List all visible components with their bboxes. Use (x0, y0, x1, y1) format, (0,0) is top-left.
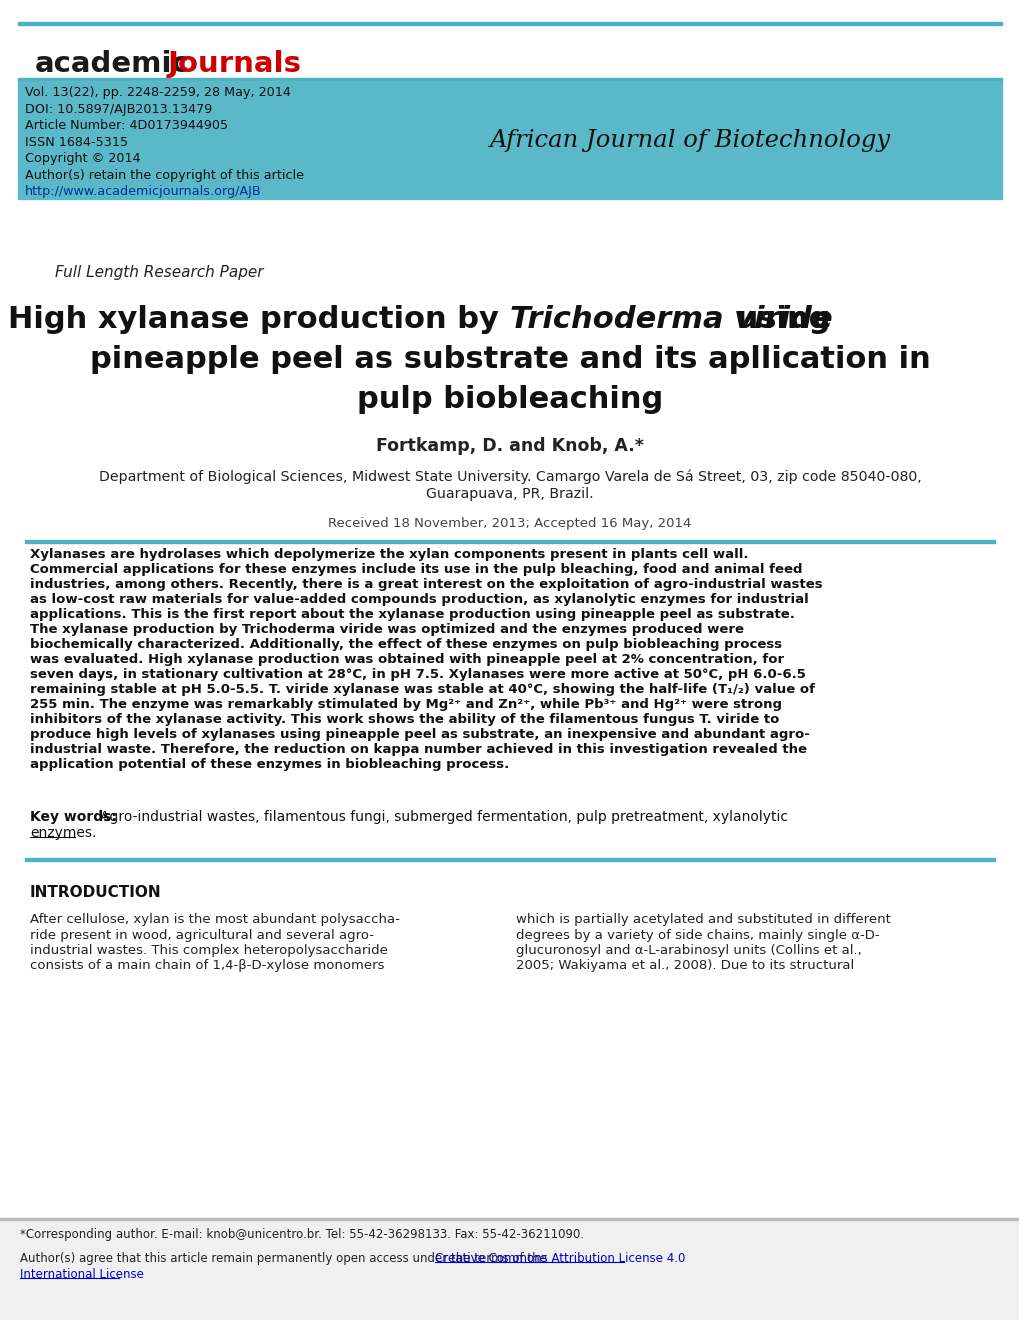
Text: glucuronosyl and α-L-arabinosyl units (Collins et al.,: glucuronosyl and α-L-arabinosyl units (C… (516, 944, 861, 957)
Text: Full Length Research Paper: Full Length Research Paper (55, 265, 263, 280)
Text: as low-cost raw materials for value-added compounds production, as xylanolytic e: as low-cost raw materials for value-adde… (30, 593, 808, 606)
Text: INTRODUCTION: INTRODUCTION (30, 884, 161, 900)
Text: which is partially acetylated and substituted in different: which is partially acetylated and substi… (516, 913, 890, 927)
Text: *Corresponding author. E-mail: knob@unicentro.br. Tel: 55-42-36298133. Fax: 55-4: *Corresponding author. E-mail: knob@unic… (20, 1228, 584, 1241)
Text: Xylanases are hydrolases which depolymerize the xylan components present in plan: Xylanases are hydrolases which depolymer… (30, 548, 748, 561)
Text: was evaluated. High xylanase production was obtained with pineapple peel at 2% c: was evaluated. High xylanase production … (30, 653, 784, 667)
Text: industries, among others. Recently, there is a great interest on the exploitatio: industries, among others. Recently, ther… (30, 578, 821, 591)
Text: enzymes.: enzymes. (30, 826, 96, 840)
Text: remaining stable at pH 5.0-5.5. T. viride xylanase was stable at 40°C, showing t: remaining stable at pH 5.0-5.5. T. virid… (30, 682, 814, 696)
Text: http://www.academicjournals.org/AJB: http://www.academicjournals.org/AJB (25, 185, 261, 198)
Text: Agro-industrial wastes, filamentous fungi, submerged fermentation, pulp pretreat: Agro-industrial wastes, filamentous fung… (100, 810, 788, 824)
Text: Vol. 13(22), pp. 2248-2259, 28 May, 2014: Vol. 13(22), pp. 2248-2259, 28 May, 2014 (25, 86, 290, 99)
Bar (18, 22, 1001, 25)
Text: Creative Commons Attribution License 4.0: Creative Commons Attribution License 4.0 (435, 1251, 685, 1265)
Text: After cellulose, xylan is the most abundant polysaccha-: After cellulose, xylan is the most abund… (30, 913, 399, 927)
Text: inhibitors of the xylanase activity. This work shows the ability of the filament: inhibitors of the xylanase activity. Thi… (30, 713, 779, 726)
Text: The xylanase production by Trichoderma viride was optimized and the enzymes prod: The xylanase production by Trichoderma v… (30, 623, 743, 636)
Bar (25, 858, 994, 861)
Text: Commercial applications for these enzymes include its use in the pulp bleaching,: Commercial applications for these enzyme… (30, 564, 802, 576)
Text: pulp biobleaching: pulp biobleaching (357, 385, 662, 414)
Text: produce high levels of xylanases using pineapple peel as substrate, an inexpensi: produce high levels of xylanases using p… (30, 729, 809, 741)
Text: 255 min. The enzyme was remarkably stimulated by Mg²⁺ and Zn²⁺, while Pb³⁺ and H: 255 min. The enzyme was remarkably stimu… (30, 698, 782, 711)
Text: degrees by a variety of side chains, mainly single α-D-: degrees by a variety of side chains, mai… (516, 928, 878, 941)
Text: application potential of these enzymes in biobleaching process.: application potential of these enzymes i… (30, 758, 508, 771)
Text: using: using (726, 305, 829, 334)
Bar (0, 1218, 1019, 1220)
Text: International License: International License (20, 1269, 144, 1280)
Bar (18, 81, 1001, 199)
Text: seven days, in stationary cultivation at 28°C, in pH 7.5. Xylanases were more ac: seven days, in stationary cultivation at… (30, 668, 805, 681)
Bar (25, 540, 994, 543)
Text: Author(s) retain the copyright of this article: Author(s) retain the copyright of this a… (25, 169, 304, 181)
Text: Fortkamp, D. and Knob, A.*: Fortkamp, D. and Knob, A.* (376, 437, 643, 455)
Text: 2005; Wakiyama et al., 2008). Due to its structural: 2005; Wakiyama et al., 2008). Due to its… (516, 960, 854, 973)
Text: Department of Biological Sciences, Midwest State University. Camargo Varela de S: Department of Biological Sciences, Midwe… (99, 470, 920, 484)
Text: High xylanase production by: High xylanase production by (8, 305, 510, 334)
Text: ISSN 1684-5315: ISSN 1684-5315 (25, 136, 128, 149)
Bar (18, 78, 1001, 81)
Text: Trichoderma viride: Trichoderma viride (510, 305, 832, 334)
Text: African Journal of Biotechnology: African Journal of Biotechnology (489, 128, 890, 152)
Text: applications. This is the first report about the xylanase production using pinea: applications. This is the first report a… (30, 609, 794, 620)
Bar (0, 1218, 1019, 1320)
Text: pineapple peel as substrate and its apllication in: pineapple peel as substrate and its apll… (90, 345, 929, 374)
Text: Guarapuava, PR, Brazil.: Guarapuava, PR, Brazil. (426, 487, 593, 502)
Text: academic: academic (35, 50, 190, 78)
Text: Key words:: Key words: (30, 810, 117, 824)
Text: consists of a main chain of 1,4-β-D-xylose monomers: consists of a main chain of 1,4-β-D-xylo… (30, 960, 384, 973)
Text: Received 18 November, 2013; Accepted 16 May, 2014: Received 18 November, 2013; Accepted 16 … (328, 517, 691, 531)
Text: industrial wastes. This complex heteropolysaccharide: industrial wastes. This complex heteropo… (30, 944, 387, 957)
Text: Copyright © 2014: Copyright © 2014 (25, 152, 141, 165)
Text: biochemically characterized. Additionally, the effect of these enzymes on pulp b: biochemically characterized. Additionall… (30, 638, 782, 651)
Text: Journals: Journals (168, 50, 302, 78)
Text: ride present in wood, agricultural and several agro-: ride present in wood, agricultural and s… (30, 928, 374, 941)
Text: industrial waste. Therefore, the reduction on kappa number achieved in this inve: industrial waste. Therefore, the reducti… (30, 743, 806, 756)
Text: Author(s) agree that this article remain permanently open access under the terms: Author(s) agree that this article remain… (20, 1251, 550, 1265)
Text: DOI: 10.5897/AJB2013.13479: DOI: 10.5897/AJB2013.13479 (25, 103, 212, 116)
Text: Article Number: 4D0173944905: Article Number: 4D0173944905 (25, 119, 228, 132)
